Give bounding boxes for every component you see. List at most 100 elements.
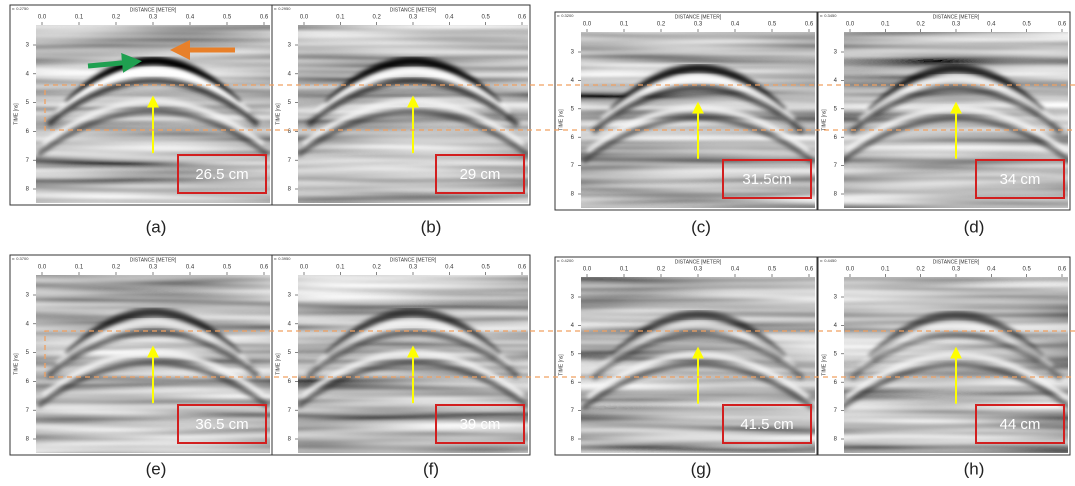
y-tick-label: 6 [288,379,292,385]
reflection-band [314,66,512,119]
y-tick-label: 4 [26,321,30,327]
x-tick-label: 0.2 [657,267,666,273]
depth-box [722,159,812,199]
y-tick-label: 6 [288,129,292,135]
dashed-guide [44,84,1075,131]
reflection-band [857,74,1055,126]
x-tick-label: 0.0 [300,15,309,21]
reflection-band [306,78,520,128]
depth-label: 26.5 cm [195,166,248,183]
x-tick-label: 0.3 [694,267,703,273]
y-tick-label: 4 [288,71,292,77]
x-tick-label: 0.6 [518,15,527,21]
depth-label: 39 cm [460,416,501,433]
depth-label: 34 cm [1000,171,1041,188]
x-tick-label: 0.4 [731,22,740,28]
depth-label: 44 cm [1000,416,1041,433]
y-tick-label: 3 [834,50,838,56]
y-axis-title: TIME [ns] [13,353,19,375]
reflection-band [591,331,805,381]
x-tick-label: 0.0 [846,267,855,273]
depth-label: 36.5 cm [195,416,248,433]
x-axis-title: DISTANCE [METER] [130,7,177,13]
x-tick-label: 0.3 [694,22,703,28]
y-tick-label: 7 [571,163,575,169]
y-tick-label: 8 [26,187,30,193]
y-tick-label: 8 [834,192,838,198]
x-tick-label: 0.6 [260,265,269,271]
y-tick-label: 8 [571,192,575,198]
x-tick-label: 0.5 [481,15,490,21]
y-tick-label: 6 [571,135,575,141]
x-tick-label: 0.3 [149,15,158,21]
x-tick-label: 0.2 [372,265,381,271]
x-axis-title: DISTANCE [METER] [933,14,980,20]
depth-box [975,159,1065,199]
y-tick-label: 5 [288,100,292,106]
depth-box [177,154,267,194]
reflection-band [54,66,252,118]
radargram-panel: x: 0.2950 DISTANCE [METER] 0.0 0.1 0.2 0.3 0.4… [271,4,531,206]
reflection-band [599,73,797,126]
x-tick-label: 0.5 [1022,267,1031,273]
x-tick-label: 0.5 [223,265,232,271]
x-tick-label: 0.2 [916,22,925,28]
y-tick-label: 8 [834,437,838,443]
reflection-band [849,331,1063,381]
dashed-guide [44,330,1075,378]
panel-label: (d) [964,217,985,236]
x-tick-label: 0.5 [1022,22,1031,28]
x-tick-label: 0.6 [805,22,814,28]
y-tick-label: 3 [571,50,575,56]
y-tick-label: 4 [571,323,575,329]
coord-label: x: 0.2950 [274,6,291,11]
x-tick-label: 0.0 [300,265,309,271]
y-tick-label: 5 [26,100,30,106]
x-axis-title: DISTANCE [METER] [390,257,437,263]
y-tick-label: 5 [571,351,575,357]
y-tick-label: 7 [26,408,30,414]
panel-label: (h) [964,459,985,478]
y-tick-label: 4 [571,78,575,84]
y-tick-label: 8 [571,437,575,443]
y-axis-title: TIME [ns] [275,353,281,375]
depth-box [435,154,525,194]
y-axis-title: TIME [ns] [275,103,281,125]
y-tick-label: 6 [571,380,575,386]
x-tick-label: 0.2 [916,267,925,273]
x-tick-label: 0.3 [952,267,961,273]
depth-box [975,404,1065,444]
reflection-band [306,329,520,379]
reflection-band [599,320,797,372]
x-axis-title: DISTANCE [METER] [130,257,177,263]
x-tick-label: 0.1 [620,22,629,28]
radargram-panel: x: 0.3950 DISTANCE [METER] 0.0 0.1 0.2 0.3 0.4… [271,254,531,456]
y-axis-title: TIME [ns] [13,103,19,125]
y-tick-label: 8 [26,437,30,443]
x-axis-title: DISTANCE [METER] [675,259,722,265]
y-tick-label: 5 [571,106,575,112]
radargram-panel: x: 0.3700 DISTANCE [METER] 0.0 0.1 0.2 0.3 0.4… [9,254,273,456]
x-tick-label: 0.4 [987,267,996,273]
coord-label: x: 0.3700 [12,256,29,261]
y-tick-label: 8 [288,437,292,443]
y-tick-label: 4 [288,321,292,327]
coord-label: x: 0.2750 [12,6,29,11]
x-tick-label: 0.6 [260,15,269,21]
x-tick-label: 0.5 [481,265,490,271]
depth-label: 31.5cm [742,171,791,188]
depth-box [435,404,525,444]
x-tick-label: 0.5 [768,22,777,28]
depth-label: 41.5 cm [740,416,793,433]
x-tick-label: 0.4 [445,15,454,21]
x-tick-label: 0.6 [1058,267,1067,273]
x-tick-label: 0.2 [372,15,381,21]
x-axis-title: DISTANCE [METER] [390,7,437,13]
reflection-band [314,318,512,370]
y-tick-label: 7 [288,158,292,164]
y-axis-title: TIME [ns] [821,354,827,376]
y-tick-label: 7 [571,408,575,414]
y-tick-label: 7 [26,158,30,164]
x-tick-label: 0.2 [112,265,121,271]
y-tick-label: 4 [834,78,838,84]
